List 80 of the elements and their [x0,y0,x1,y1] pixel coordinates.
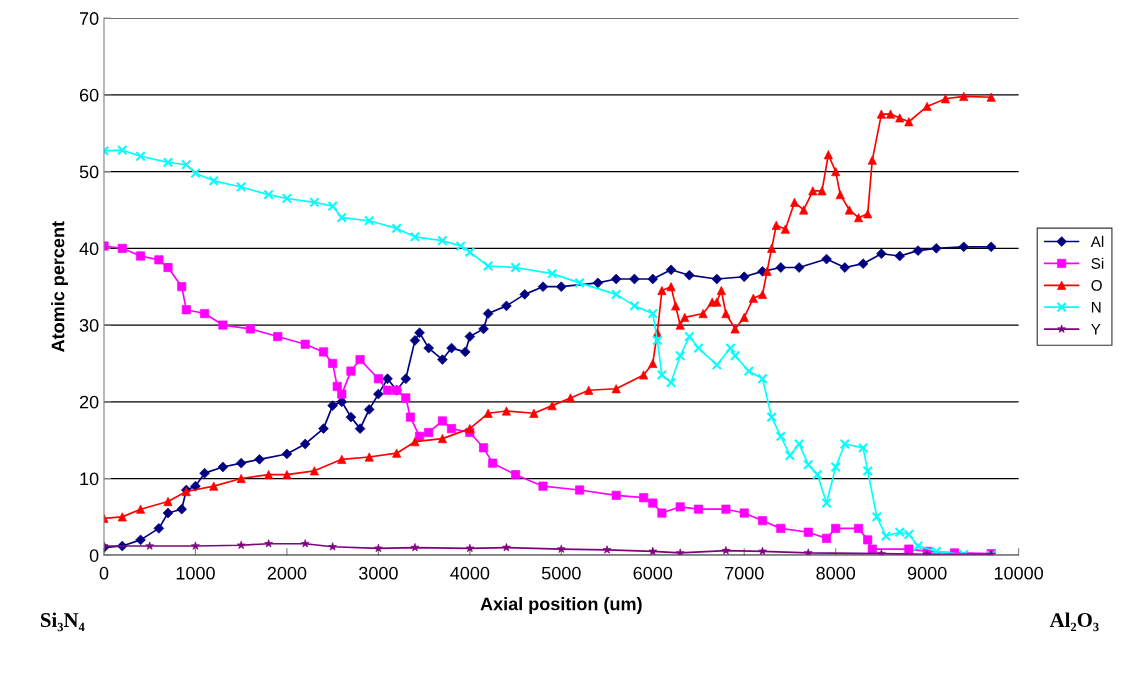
point [327,200,338,212]
point [684,331,695,342]
x-tick-label: 1000 [176,566,215,580]
point [775,431,787,442]
point [693,342,704,354]
point [336,212,347,223]
y-tick-label: 0 [89,549,99,562]
legend-label: Si [1091,257,1104,269]
point [364,215,375,226]
x-tick-label: 3000 [358,566,398,580]
x-tick-label: 2000 [267,566,307,580]
text: Si₃N₄ [40,612,85,632]
point [437,235,448,246]
point [793,438,805,450]
point [725,342,736,354]
point [674,350,686,361]
y-tick-label: 40 [79,242,99,256]
point [190,167,201,179]
point [647,308,658,319]
legend-label: O [1091,279,1102,291]
point [665,377,677,388]
point [652,335,663,346]
y-axis-title: Atomic percent [51,221,68,352]
point [455,240,466,252]
point [208,175,219,187]
point [912,540,924,552]
y-tick-label: 30 [79,318,99,332]
point [629,300,640,312]
y-tick-label: 50 [79,165,99,179]
point [821,497,832,509]
point [162,157,174,168]
point [729,350,741,361]
legend-label: Al [1090,235,1104,247]
point [880,530,892,542]
legend-label: N [1091,302,1101,313]
y-tick-label: 20 [79,395,99,409]
point [839,438,851,450]
point [263,189,274,200]
point [281,193,293,204]
x-axis-title: Axial position (um) [480,597,642,614]
x-tick-label: 0 [99,566,109,580]
point [766,411,777,423]
y-tick-label: 10 [80,472,99,486]
point [117,144,128,156]
point [135,151,146,162]
point [610,289,622,300]
point [857,442,869,454]
point [812,469,823,480]
x-tick-label: 5000 [541,566,581,580]
point [656,369,668,381]
point [482,260,494,272]
x-tick-label: 8000 [816,566,856,580]
point [830,461,841,473]
point [391,223,402,234]
point [546,268,558,279]
x-tick-label: 4000 [450,566,490,580]
point [409,231,421,243]
point [822,533,832,543]
point [784,450,796,461]
x-tick-label: 7000 [725,566,764,580]
point [931,546,942,556]
point [574,277,585,289]
point [235,181,247,193]
legend-label: Y [1091,323,1101,335]
point [803,459,814,470]
y-tick-label: 60 [79,88,99,102]
point [862,465,873,477]
x-tick-label: 6000 [633,566,673,580]
point [711,359,722,371]
point [309,197,320,208]
text: Al₂O₃ [1049,612,1099,632]
point [743,365,754,377]
x-tick-label: 10000 [994,566,1044,580]
point [464,246,476,258]
y-tick-label: 70 [79,12,99,25]
x-tick-label: 9000 [907,566,947,580]
point [757,373,768,384]
point [510,262,521,273]
point [181,159,192,170]
point [871,511,883,523]
